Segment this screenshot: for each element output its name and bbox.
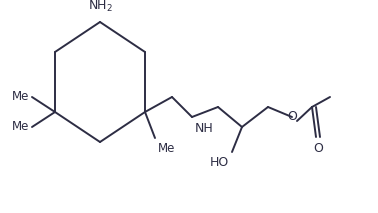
Text: HO: HO	[210, 156, 229, 169]
Text: Me: Me	[12, 121, 29, 134]
Text: Me: Me	[158, 142, 175, 155]
Text: O: O	[287, 111, 297, 124]
Text: Me: Me	[12, 91, 29, 104]
Text: NH: NH	[195, 122, 214, 135]
Text: NH$_2$: NH$_2$	[88, 0, 113, 14]
Text: O: O	[313, 142, 323, 155]
